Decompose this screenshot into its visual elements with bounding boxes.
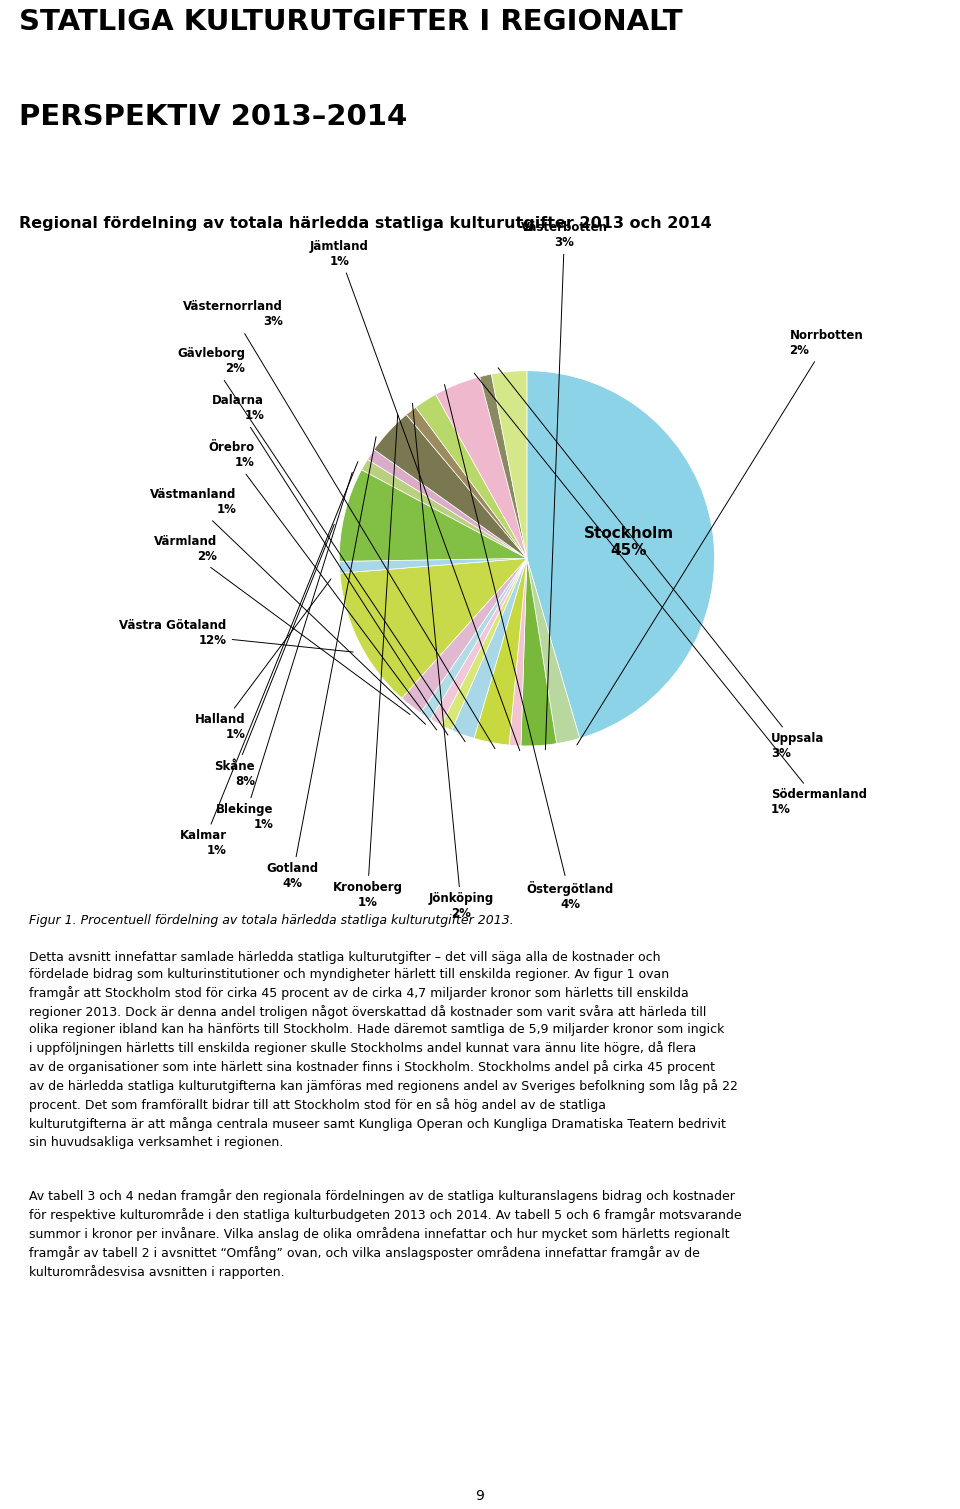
- Text: PERSPEKTIV 2013–2014: PERSPEKTIV 2013–2014: [19, 103, 407, 131]
- Text: Dalarna
1%: Dalarna 1%: [212, 394, 448, 735]
- Wedge shape: [492, 371, 527, 558]
- Wedge shape: [339, 469, 527, 561]
- Text: Skåne
8%: Skåne 8%: [214, 524, 334, 788]
- Text: Blekinge
1%: Blekinge 1%: [216, 472, 352, 831]
- Wedge shape: [527, 558, 580, 744]
- Text: Kronoberg
1%: Kronoberg 1%: [332, 415, 402, 908]
- Text: Kalmar
1%: Kalmar 1%: [180, 462, 358, 857]
- Wedge shape: [436, 377, 527, 558]
- Wedge shape: [368, 450, 527, 558]
- Text: Västmanland
1%: Västmanland 1%: [150, 487, 425, 724]
- Wedge shape: [521, 558, 557, 745]
- Wedge shape: [416, 394, 527, 558]
- Text: Detta avsnitt innefattar samlade härledda statliga kulturutgifter – det vill säg: Detta avsnitt innefattar samlade härledd…: [29, 951, 737, 1148]
- Text: Gotland
4%: Gotland 4%: [266, 436, 376, 890]
- Text: Jämtland
1%: Jämtland 1%: [310, 240, 519, 751]
- Text: Västra Götaland
12%: Västra Götaland 12%: [119, 619, 353, 652]
- Text: Södermanland
1%: Södermanland 1%: [474, 373, 867, 816]
- Wedge shape: [406, 407, 527, 558]
- Text: Västerbotten
3%: Västerbotten 3%: [521, 220, 608, 750]
- Text: 9: 9: [475, 1489, 485, 1503]
- Text: Örebro
1%: Örebro 1%: [208, 441, 437, 730]
- Text: Uppsala
3%: Uppsala 3%: [498, 368, 825, 761]
- Wedge shape: [374, 415, 527, 558]
- Text: Norrbotten
2%: Norrbotten 2%: [577, 329, 863, 745]
- Wedge shape: [527, 371, 714, 738]
- Wedge shape: [509, 558, 527, 745]
- Text: Jönköping
2%: Jönköping 2%: [413, 403, 493, 920]
- Wedge shape: [452, 558, 527, 738]
- Text: Östergötland
4%: Östergötland 4%: [444, 385, 613, 911]
- Text: Av tabell 3 och 4 nedan framgår den regionala fördelningen av de statliga kultur: Av tabell 3 och 4 nedan framgår den regi…: [29, 1189, 741, 1278]
- Text: Gävleborg
2%: Gävleborg 2%: [178, 347, 465, 741]
- Wedge shape: [339, 558, 527, 573]
- Text: STATLIGA KULTURUTGIFTER I REGIONALT: STATLIGA KULTURUTGIFTER I REGIONALT: [19, 8, 683, 36]
- Text: Regional fördelning av totala härledda statliga kulturutgifter 2013 och 2014: Regional fördelning av totala härledda s…: [19, 216, 712, 231]
- Wedge shape: [441, 558, 527, 730]
- Wedge shape: [430, 558, 527, 726]
- Wedge shape: [362, 459, 527, 558]
- Wedge shape: [340, 558, 527, 699]
- Text: Figur 1. Procentuell fördelning av totala härledda statliga kulturutgifter 2013.: Figur 1. Procentuell fördelning av total…: [29, 914, 514, 928]
- Wedge shape: [474, 558, 527, 745]
- Wedge shape: [480, 374, 527, 558]
- Text: Halland
1%: Halland 1%: [195, 579, 331, 741]
- Text: Västernorrland
3%: Västernorrland 3%: [183, 300, 495, 748]
- Text: Värmland
2%: Värmland 2%: [155, 536, 410, 715]
- Text: Stockholm
45%: Stockholm 45%: [584, 527, 674, 558]
- Wedge shape: [402, 558, 527, 712]
- Wedge shape: [420, 558, 527, 720]
